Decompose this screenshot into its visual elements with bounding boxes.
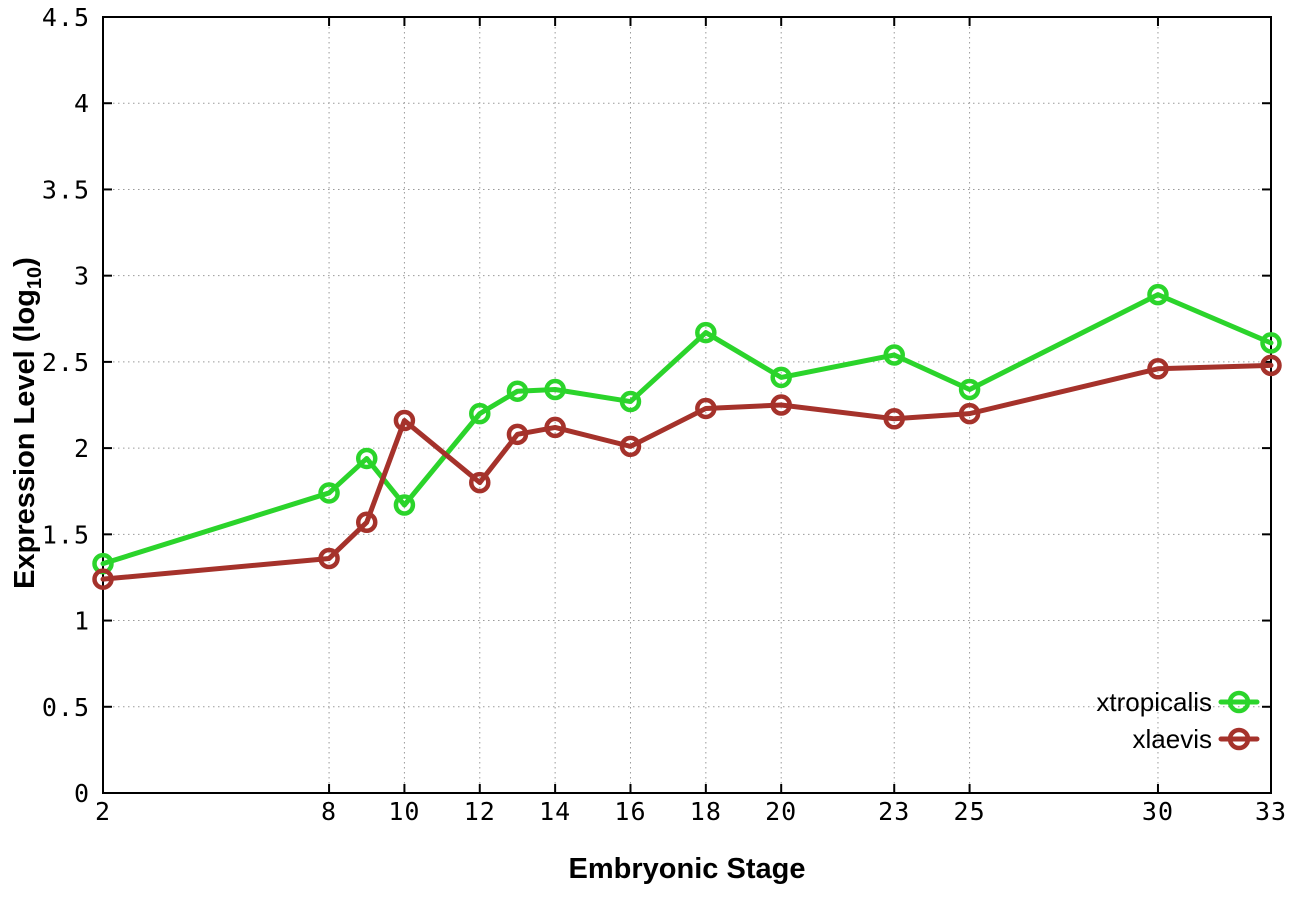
data-point-xtropicalis [770, 366, 792, 389]
y-tick-label: 0 [74, 779, 90, 808]
data-point-xtropicalis [958, 378, 981, 401]
data-point-xlaevis [318, 547, 340, 570]
data-point-xtropicalis [695, 321, 717, 344]
y-tick-label: 4 [74, 89, 90, 118]
data-point-xtropicalis [1260, 332, 1282, 354]
data-point-xlaevis [506, 423, 529, 446]
y-tick-label: 1 [74, 607, 90, 636]
y-tick-label: 3.5 [42, 175, 90, 204]
y-tick-label: 4.5 [42, 3, 90, 32]
data-point-xtropicalis [619, 390, 642, 413]
axis-layer [102, 16, 1272, 794]
y-tick-label: 2.5 [42, 348, 90, 377]
legend-label-xlaevis: xlaevis [1133, 724, 1212, 754]
data-point-xlaevis [1147, 358, 1169, 380]
x-tick-label: 18 [690, 797, 722, 826]
data-point-xtropicalis [469, 402, 491, 425]
series-layer [92, 283, 1282, 590]
data-point-xtropicalis [506, 380, 529, 402]
data-point-xlaevis [544, 416, 566, 439]
data-point-xlaevis [393, 409, 416, 432]
legend-sample-marker-xtropicalis [1227, 690, 1251, 714]
x-tick-label: 10 [388, 797, 420, 826]
legend-sample-marker-xlaevis [1227, 727, 1251, 751]
plot-border [102, 16, 1272, 794]
series-line-xtropicalis [100, 292, 1274, 567]
data-point-xtropicalis [318, 482, 340, 504]
x-tick-label: 20 [765, 797, 797, 826]
data-point-xlaevis [695, 397, 717, 420]
x-tick-label: 23 [878, 797, 910, 826]
x-tick-label: 8 [321, 797, 337, 826]
x-tick-label: 30 [1142, 797, 1174, 826]
data-point-xlaevis [770, 394, 792, 416]
data-point-xlaevis [1260, 354, 1282, 377]
y-tick-label: 3 [74, 262, 90, 291]
y-tick-label: 2 [74, 434, 90, 463]
data-point-xtropicalis [883, 344, 905, 366]
legend: xtropicalis xlaevis [1096, 687, 1260, 754]
data-point-xtropicalis [1147, 283, 1169, 306]
grid-layer [102, 16, 1272, 794]
data-point-xlaevis [958, 402, 981, 425]
x-tick-label: 16 [614, 797, 646, 826]
x-tick-label: 2 [95, 797, 111, 826]
data-point-xlaevis [92, 568, 114, 590]
y-axis-title-end: ) [9, 257, 41, 267]
x-axis-title: Embryonic Stage [569, 853, 806, 885]
series-line-xlaevis [100, 362, 1274, 582]
data-point-xlaevis [469, 471, 491, 494]
x-tick-label: 33 [1255, 797, 1287, 826]
data-point-xlaevis [355, 511, 378, 534]
x-tick-label: 25 [954, 797, 986, 826]
tick-label-layer: 2 8 10 12 14 16 18 20 23 25 30 33 0 0.5 1 1.5 2 2.5 3 3.5 4 4… [42, 3, 1287, 826]
y-axis-title-subscript: 10 [24, 267, 46, 289]
data-point-xlaevis [883, 408, 905, 430]
legend-label-xtropicalis: xtropicalis [1096, 687, 1212, 717]
y-tick-label: 0.5 [42, 693, 90, 722]
data-point-xlaevis [619, 435, 642, 458]
data-point-xtropicalis [393, 494, 416, 516]
y-tick-label: 1.5 [42, 520, 90, 549]
data-point-xtropicalis [355, 447, 378, 470]
x-tick-label: 12 [464, 797, 496, 826]
y-axis-title: Expression Level (log10) [9, 257, 46, 589]
data-point-xtropicalis [544, 378, 566, 401]
y-axis-title-main: Expression Level (log [9, 289, 41, 589]
x-tick-label: 14 [539, 797, 571, 826]
